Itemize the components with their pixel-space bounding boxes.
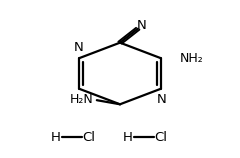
Text: H: H — [123, 131, 133, 144]
Text: H₂N: H₂N — [69, 93, 93, 106]
Text: N: N — [137, 19, 147, 32]
Text: Cl: Cl — [82, 131, 95, 144]
Text: H: H — [51, 131, 61, 144]
Text: N: N — [73, 41, 83, 54]
Text: N: N — [157, 93, 167, 106]
Text: NH₂: NH₂ — [180, 52, 204, 65]
Text: Cl: Cl — [154, 131, 167, 144]
